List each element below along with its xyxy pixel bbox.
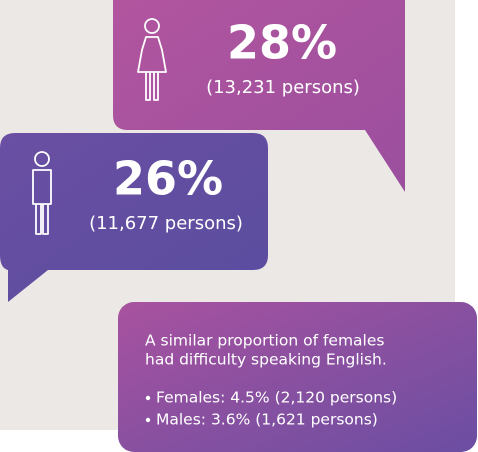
male-count: (11,677 persons) (89, 213, 243, 234)
male-bubble (0, 133, 268, 302)
note-box (118, 302, 477, 452)
note-item: Females: 4.5% (2,120 persons) (156, 389, 397, 407)
note-line: had difficulty speaking English. (145, 351, 387, 369)
female-icon (137, 18, 167, 101)
male-percent: 26% (113, 152, 223, 206)
male-icon (32, 151, 52, 235)
bullet (145, 417, 151, 423)
bullet (145, 395, 151, 401)
note-item: Males: 3.6% (1,621 persons) (156, 411, 378, 429)
note-line: A similar proportion of females (145, 332, 384, 350)
female-count: (13,231 persons) (206, 77, 360, 98)
female-bubble (113, 0, 405, 192)
female-percent: 28% (227, 16, 337, 70)
